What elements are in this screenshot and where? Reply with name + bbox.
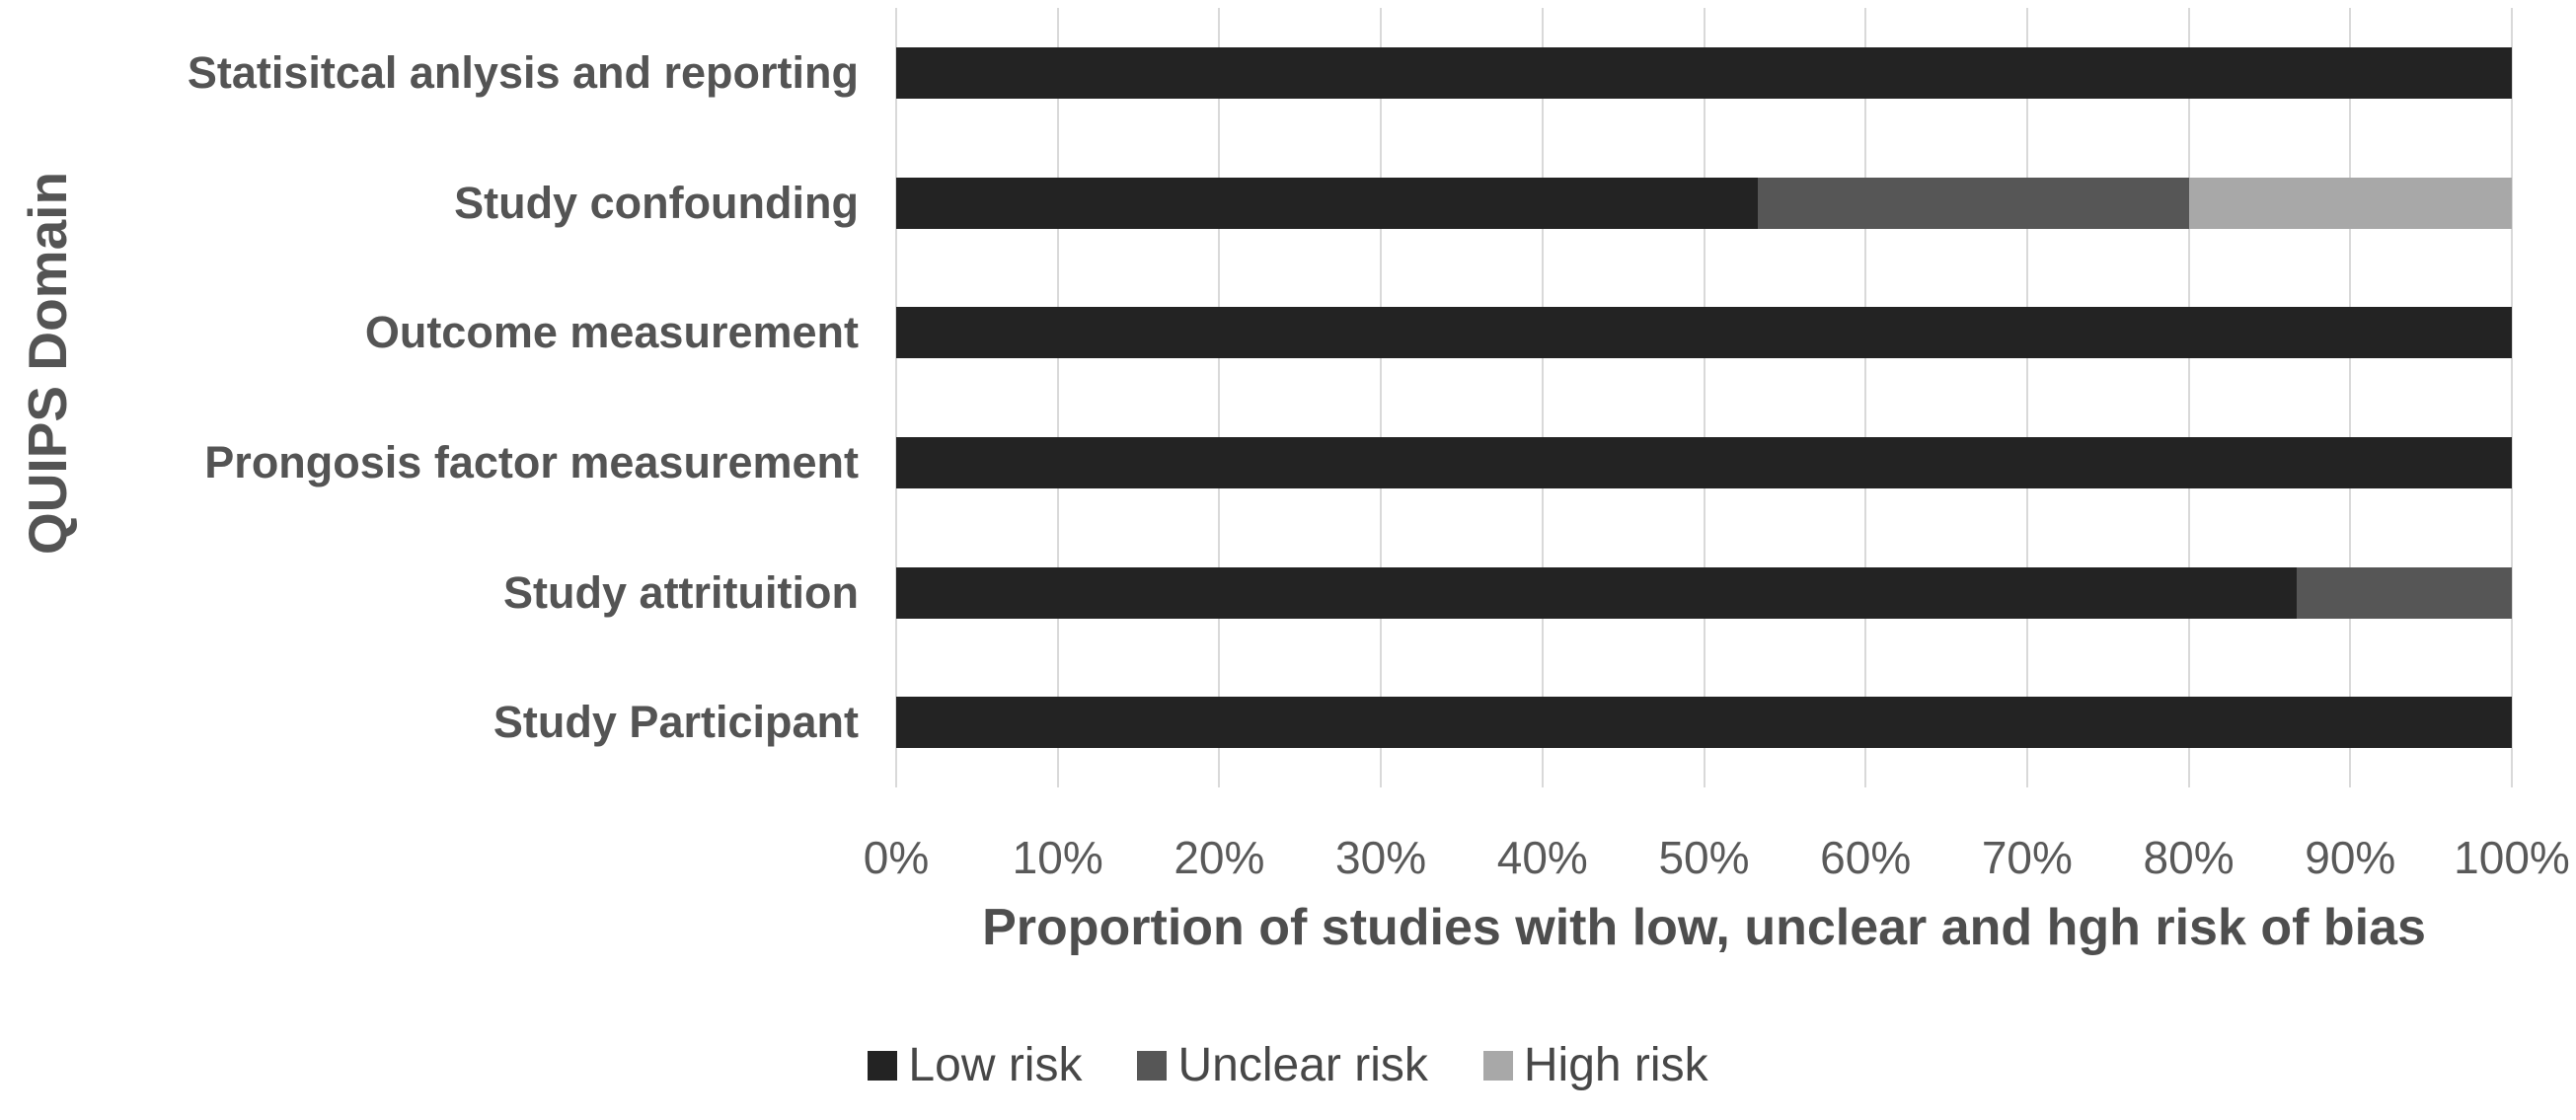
stacked-bar [896,177,2512,229]
category-label: Prongosis factor measurement [204,436,859,487]
x-tick-label: 90% [2305,832,2396,883]
gridline [895,8,897,787]
bar-segment-low-risk [896,177,1758,229]
bar-segment-low-risk [896,307,2512,359]
x-tick-label: 20% [1174,832,1265,883]
stacked-bar [896,697,2512,749]
bar-row [896,657,2512,787]
category-axis-labels: Statisitcal anlysis and reporting Study c… [0,8,859,787]
legend-swatch-icon [1137,1050,1168,1081]
category-label: Study Participant [492,697,859,748]
gridline [1864,8,1867,787]
gridline [2349,8,2352,787]
bar-series [896,8,2512,787]
stacked-bar [896,307,2512,359]
x-tick-label: 70% [1981,832,2073,883]
gridline [2025,8,2028,787]
stacked-bar [896,436,2512,488]
category-label: Statisitcal anlysis and reporting [187,46,859,98]
stacked-bar [896,566,2512,619]
category-label: Study attrituition [503,566,859,618]
plot-area [895,8,2513,787]
x-tick-label: 30% [1335,832,1427,883]
stacked-bar [896,46,2512,99]
legend-label: High risk [1523,1039,1708,1091]
gridline [2187,8,2190,787]
bar-segment-unclear-risk [2297,566,2512,619]
gridline [1380,8,1383,787]
x-tick-label: 10% [1012,832,1103,883]
x-tick-label: 100% [2454,832,2570,883]
bar-row [896,398,2512,528]
legend-item-unclear-risk: Unclear risk [1137,1038,1428,1092]
gridline [2511,8,2513,787]
legend-item-low-risk: Low risk [868,1038,1082,1092]
bar-segment-high-risk [2188,177,2512,229]
bar-segment-unclear-risk [1757,177,2189,229]
bar-segment-low-risk [896,46,2512,99]
legend-item-high-risk: High risk [1482,1038,1708,1092]
category-label: Study confounding [454,177,859,228]
gridline [1056,8,1059,787]
x-tick-label: 40% [1496,832,1588,883]
bar-segment-low-risk [896,697,2512,749]
legend-swatch-icon [868,1050,898,1081]
legend-label: Low risk [908,1039,1083,1091]
x-axis-tick-labels: 0% 10% 20% 30% 40% 50% 60% 70% 80% 90% 100% [864,832,2570,888]
category-label: Outcome measurement [364,307,859,358]
x-tick-label: 50% [1658,832,1750,883]
bar-row [896,267,2512,398]
x-tick-label: 60% [1820,832,1912,883]
x-axis-title: Proportion of studies with low, unclear … [982,899,2426,956]
gridline [1541,8,1544,787]
x-tick-label: 0% [863,832,930,883]
bar-segment-low-risk [896,566,2298,619]
gridline [1218,8,1221,787]
legend: Low risk Unclear risk High risk [0,1038,2576,1092]
bar-row [896,8,2512,138]
legend-swatch-icon [1482,1050,1513,1081]
legend-label: Unclear risk [1177,1039,1428,1091]
bar-row [896,528,2512,658]
bar-row [896,138,2512,268]
bar-segment-low-risk [896,436,2512,488]
x-tick-label: 80% [2143,832,2235,883]
gridline [1703,8,1705,787]
